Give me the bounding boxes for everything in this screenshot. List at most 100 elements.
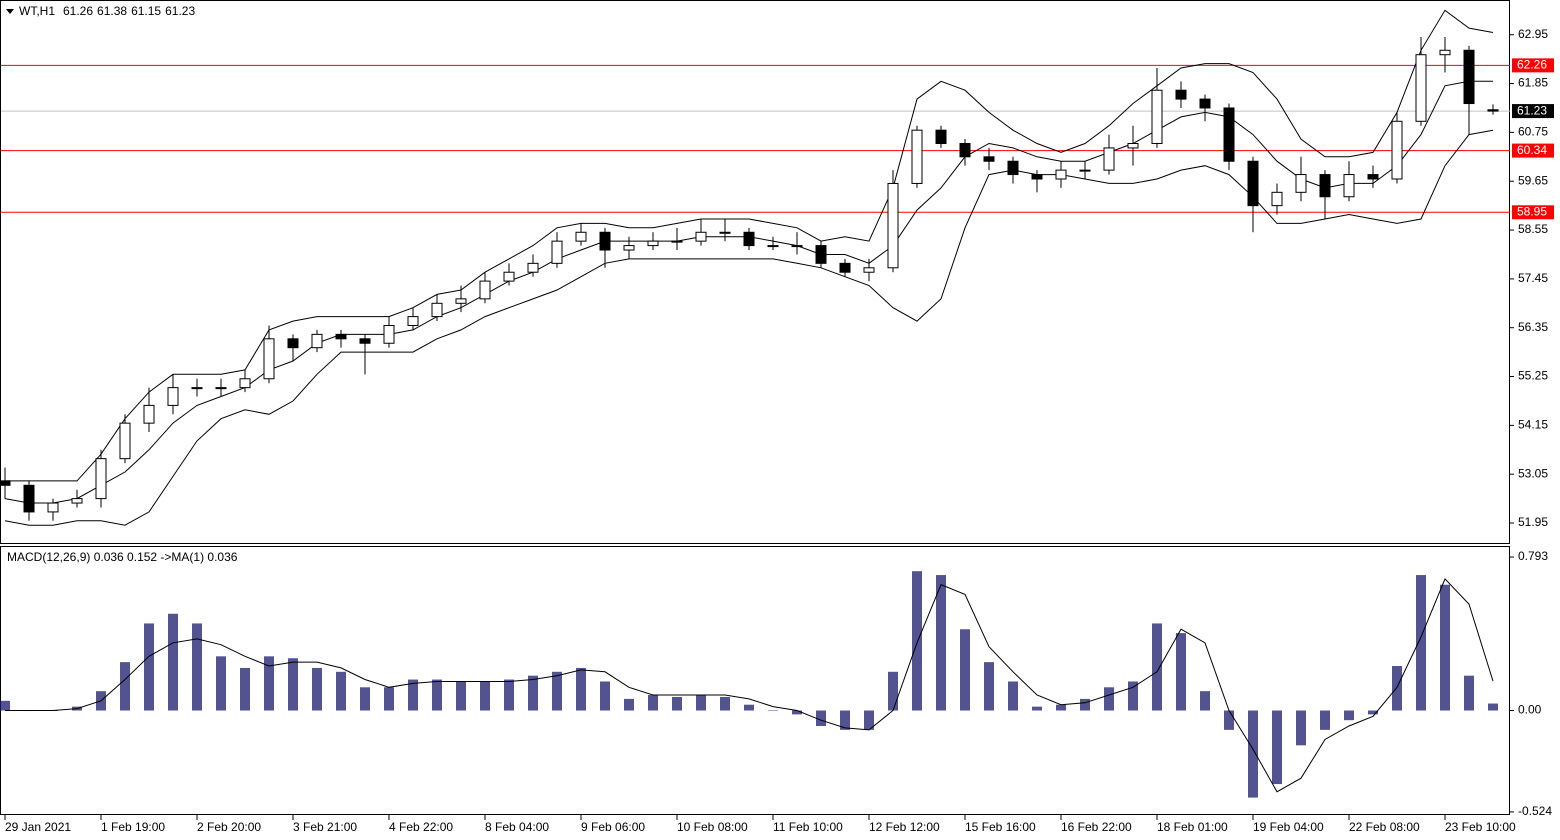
macd-bar [672, 696, 682, 711]
macd-bar [552, 671, 562, 711]
y-tick-label: 56.35 [1518, 320, 1548, 334]
candle-body [119, 422, 131, 460]
y-tick-label: 61.85 [1518, 76, 1548, 90]
y-tick-label: 58.55 [1518, 222, 1548, 236]
macd-bar [1152, 623, 1162, 711]
candle-body [1295, 174, 1307, 193]
macd-bar [192, 623, 202, 711]
macd-bar [336, 671, 346, 711]
candle-body [647, 240, 659, 247]
candle-body [743, 231, 755, 247]
candle-body [719, 231, 731, 234]
y-tick-label: 54.15 [1518, 418, 1548, 432]
macd-bar [624, 698, 634, 711]
macd-bar [288, 658, 298, 711]
macd-bar [1176, 633, 1186, 711]
candle-body [23, 484, 35, 513]
macd-bar [984, 662, 994, 711]
macd-bar [768, 710, 778, 712]
macd-bar [528, 675, 538, 711]
candle-body [503, 271, 515, 282]
candle-body [863, 267, 875, 273]
candle-body [1415, 54, 1427, 122]
x-tick-label: 12 Feb 12:00 [869, 820, 940, 834]
macd-bar [840, 710, 850, 730]
x-tick-label: 3 Feb 21:00 [293, 820, 357, 834]
candle-body [887, 182, 899, 269]
macd-bar [936, 575, 946, 711]
x-tick-label: 1 Feb 19:00 [101, 820, 165, 834]
macd-bar [960, 629, 970, 711]
price-pane [0, 0, 1510, 544]
candle-body [695, 231, 707, 242]
candle-body [1391, 120, 1403, 180]
candle-body [599, 231, 611, 251]
level-label-bg [1512, 143, 1554, 158]
macd-bar [1320, 710, 1330, 730]
y-tick-label: 0.00 [1518, 703, 1542, 717]
macd-bar [312, 667, 322, 711]
candle-body [551, 240, 563, 264]
macd-bar [1368, 710, 1378, 715]
candle-body [359, 338, 371, 344]
candle-body [983, 156, 995, 162]
x-tick-label: 4 Feb 22:00 [389, 820, 453, 834]
x-tick-label: 23 Feb 10:00 [1445, 820, 1516, 834]
candle-body [455, 298, 467, 304]
macd-bar [1464, 675, 1474, 711]
candle-body [311, 333, 323, 349]
x-tick-label: 18 Feb 01:00 [1157, 820, 1228, 834]
high-value: 61.38 [97, 4, 127, 18]
candle-body [767, 245, 779, 248]
macd-bar [816, 710, 826, 726]
symbol: WT,H1 [19, 4, 55, 18]
candle-body [1271, 191, 1283, 207]
macd-bar [384, 687, 394, 711]
candle-body [239, 378, 251, 389]
level-label-bg [1512, 58, 1554, 73]
x-tick-label: 8 Feb 04:00 [485, 820, 549, 834]
macd-bar [408, 679, 418, 711]
macd-bar [504, 679, 514, 711]
macd-bar [744, 704, 754, 711]
candle-body [1127, 142, 1139, 149]
low-value: 61.15 [131, 4, 161, 18]
macd-bar [720, 696, 730, 711]
y-tick-label: 0.793 [1518, 549, 1548, 563]
macd-bar [480, 681, 490, 711]
menu-arrow[interactable] [6, 9, 14, 14]
candle-body [47, 502, 59, 513]
candle-body [1055, 169, 1067, 180]
x-tick-label: 11 Feb 10:00 [773, 820, 843, 834]
x-tick-label: 29 Jan 2021 [5, 820, 71, 834]
candle-body [479, 280, 491, 300]
y-tick-label: 55.25 [1518, 369, 1548, 383]
signal-line [5, 577, 1494, 793]
bollinger-upper [5, 9, 1494, 482]
macd-bar [576, 667, 586, 711]
y-tick-label: 60.75 [1518, 125, 1548, 139]
candle-body [1223, 107, 1235, 162]
x-tick-label: 16 Feb 22:00 [1061, 820, 1132, 834]
macd-bar [168, 613, 178, 711]
bollinger-lower [4, 129, 1494, 526]
candle-body [1487, 109, 1499, 112]
candle-body [287, 338, 299, 349]
macd-bar [600, 681, 610, 711]
macd-bar [792, 710, 802, 715]
macd-bar [456, 681, 466, 711]
macd-bar [144, 623, 154, 711]
candle-body [911, 129, 923, 184]
macd-bar [1416, 575, 1426, 711]
x-tick-label: 10 Feb 08:00 [677, 820, 748, 834]
macd-bar [1032, 706, 1042, 711]
y-tick-label: 62.95 [1518, 27, 1548, 41]
candle-body [215, 387, 227, 390]
candle-body [1031, 174, 1043, 180]
candle-body [1463, 49, 1475, 105]
candle-body [0, 480, 11, 486]
y-tick-label: 57.45 [1518, 271, 1548, 285]
candle-body [671, 240, 683, 243]
macd-bar [264, 656, 274, 711]
